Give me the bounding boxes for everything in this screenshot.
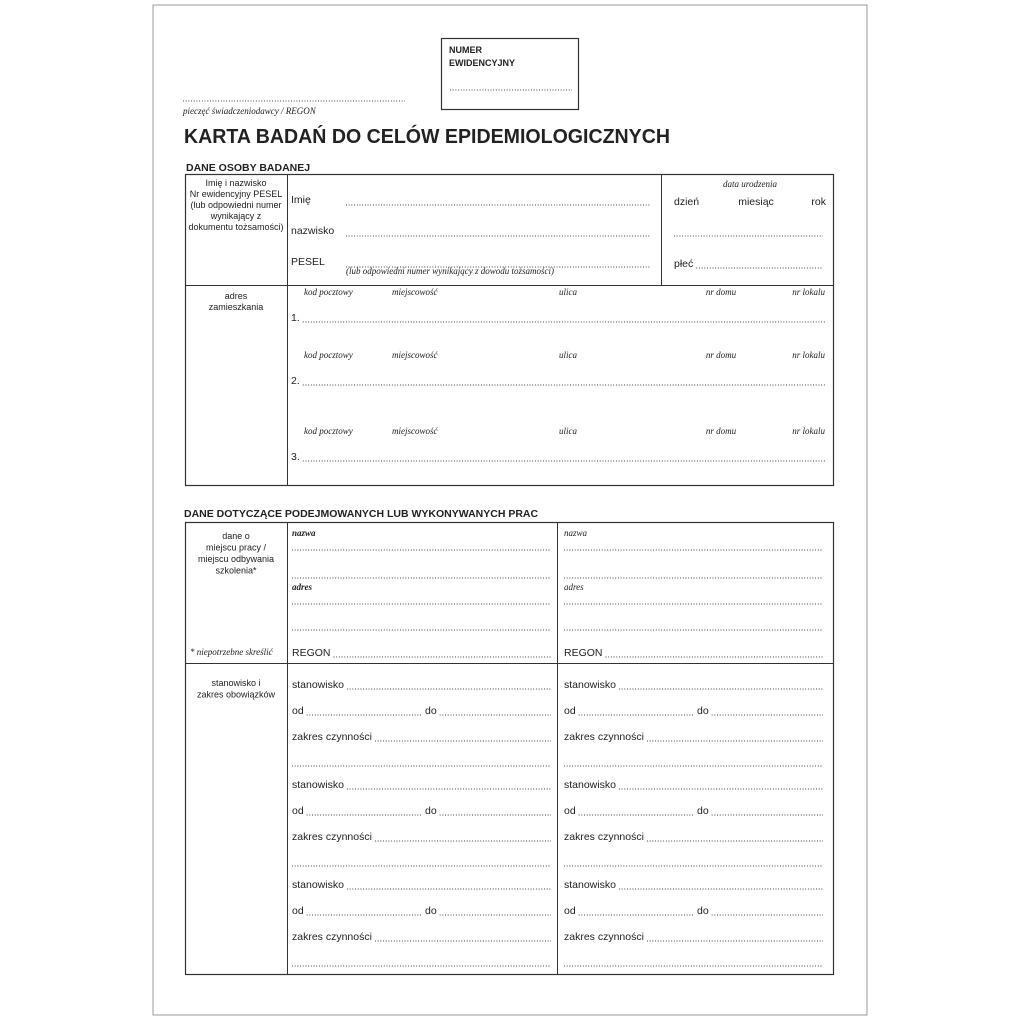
label: miejscowość: [392, 350, 438, 360]
label: od: [292, 705, 304, 717]
label: stanowisko: [564, 679, 616, 691]
label: PESEL: [291, 256, 325, 268]
label: stanowisko i: [211, 678, 260, 688]
label: nazwa: [292, 528, 316, 538]
label: zakres obowiązków: [197, 690, 276, 700]
label: adres: [564, 582, 584, 592]
label: stanowisko: [292, 779, 344, 791]
label: zakres czynności: [292, 831, 372, 843]
label: nr lokalu: [792, 426, 825, 436]
label: nr lokalu: [792, 350, 825, 360]
label: miejscowość: [392, 287, 438, 297]
form-title: KARTA BADAŃ DO CELÓW EPIDEMIOLOGICZNYCH: [184, 124, 670, 148]
label: miejscu odbywania: [198, 554, 274, 564]
label: (lub odpowiedni numer: [190, 200, 281, 210]
label: od: [564, 905, 576, 917]
label: Nr ewidencyjny PESEL: [190, 189, 283, 199]
label: do: [697, 705, 709, 717]
label: Imię i nazwisko: [205, 178, 266, 188]
label: do: [425, 805, 437, 817]
label: dokumentu tożsamości): [188, 222, 283, 232]
label: nr domu: [706, 350, 737, 360]
label: zakres czynności: [292, 931, 372, 943]
label: płeć: [674, 258, 693, 270]
label: nazwa: [564, 528, 588, 538]
label: do: [425, 705, 437, 717]
label: REGON: [292, 647, 331, 659]
label: data urodzenia: [723, 179, 777, 189]
label: od: [564, 705, 576, 717]
label: ulica: [559, 426, 577, 436]
number-box: [440, 37, 580, 111]
label: nr domu: [706, 287, 737, 297]
work-table: [184, 521, 835, 976]
label: adres: [225, 291, 248, 301]
label: rok: [811, 196, 826, 208]
label: zakres czynności: [564, 831, 644, 843]
label: NUMER: [449, 45, 482, 55]
label: do: [425, 905, 437, 917]
label: od: [292, 905, 304, 917]
label: od: [564, 805, 576, 817]
label: stanowisko: [564, 879, 616, 891]
label: 2.: [291, 375, 300, 387]
label: nazwisko: [291, 225, 334, 237]
label: od: [292, 805, 304, 817]
label: kod pocztowy: [304, 287, 353, 297]
label: szkolenia*: [215, 566, 257, 576]
label: DANE DOTYCZĄCE PODEJMOWANYCH LUB WYKONYW…: [184, 508, 539, 520]
label: ulica: [559, 350, 577, 360]
label: miejscu pracy /: [206, 543, 267, 553]
label: DANE OSOBY BADANEJ: [186, 162, 310, 174]
label: ulica: [559, 287, 577, 297]
label: 3.: [291, 451, 300, 463]
label: miesiąc: [738, 196, 774, 208]
label: do: [697, 905, 709, 917]
label: zakres czynności: [564, 931, 644, 943]
label: REGON: [564, 647, 603, 659]
label: kod pocztowy: [304, 426, 353, 436]
label: pieczęć świadczeniodawcy / REGON: [182, 106, 317, 116]
label: zakres czynności: [292, 731, 372, 743]
label: * niepotrzebne skreślić: [190, 647, 274, 657]
person-table: [184, 173, 835, 487]
label: EWIDENCYJNY: [449, 58, 515, 68]
label: zamieszkania: [209, 302, 264, 312]
label: adres: [292, 582, 312, 592]
label: Imię: [291, 194, 311, 206]
label: wynikający z: [210, 211, 262, 221]
label: miejscowość: [392, 426, 438, 436]
label: stanowisko: [564, 779, 616, 791]
label: nr domu: [706, 426, 737, 436]
label: stanowisko: [292, 679, 344, 691]
label: stanowisko: [292, 879, 344, 891]
label: 1.: [291, 312, 300, 324]
sheet: [152, 4, 868, 1016]
label: do: [697, 805, 709, 817]
label: zakres czynności: [564, 731, 644, 743]
label: nr lokalu: [792, 287, 825, 297]
label: (lub odpowiedni numer wynikający z dowod…: [346, 266, 554, 276]
label: dzień: [674, 196, 699, 208]
label: kod pocztowy: [304, 350, 353, 360]
label: dane o: [222, 531, 250, 541]
